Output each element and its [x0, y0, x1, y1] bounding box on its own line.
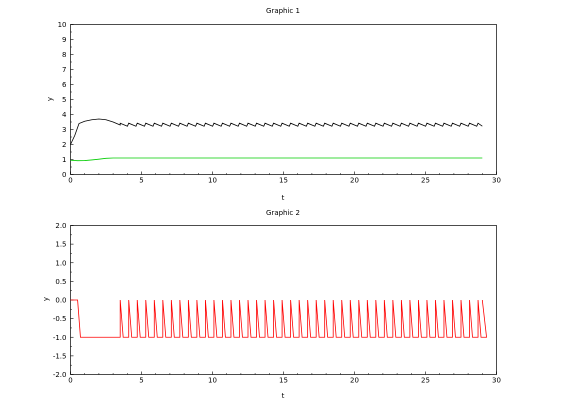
chart-1: Graphic 1 y t 0 5 10 15 20 25 30 0 1 2 3 4 5 6 7 8 9 10 — [46, 7, 501, 202]
chart-2-series — [70, 299, 488, 338]
x-tick-label: 5 — [139, 377, 143, 385]
chart-2-xlabel: t — [282, 392, 285, 400]
chart-1-xlabel: t — [282, 194, 285, 202]
chart-2-ylabel: y — [42, 297, 50, 301]
y-tick-label: -0.5 — [53, 315, 67, 323]
series-line-2 — [70, 157, 483, 162]
y-tick-label: 8 — [62, 51, 66, 59]
y-tick-label: 0.5 — [55, 278, 66, 286]
chart-2-title: Graphic 2 — [266, 209, 300, 217]
y-tick-label: 2.0 — [55, 222, 66, 230]
x-tick-label: 15 — [279, 377, 288, 385]
x-tick-label: 5 — [139, 177, 143, 185]
y-tick-label: 5 — [62, 96, 66, 104]
chart-2-plot-frame — [70, 225, 497, 375]
y-tick-label: 1.5 — [55, 241, 66, 249]
chart-2-axes: 0 5 10 15 20 25 30 -2.0 -1.5 -1.0 -0.5 0.0 0.5 1.0 1.5… — [53, 222, 501, 385]
y-tick-label: 3 — [62, 126, 66, 134]
x-tick-label: 30 — [492, 377, 501, 385]
y-tick-label: 6 — [62, 81, 67, 89]
y-tick-label: 1 — [62, 156, 66, 164]
x-tick-label: 30 — [492, 177, 501, 185]
y-tick-label: -2.0 — [53, 371, 67, 379]
y-tick-label: 2 — [62, 141, 66, 149]
y-tick-label: 0 — [62, 171, 66, 179]
x-tick-label: 0 — [68, 177, 72, 185]
y-tick-label: 9 — [62, 36, 66, 44]
x-tick-label: 20 — [350, 177, 359, 185]
chart-2: Graphic 2 y t 0 5 10 15 20 25 30 -2.0 -1.5 -1.0 -0… — [42, 209, 501, 400]
chart-1-ylabel: y — [46, 97, 54, 101]
y-tick-label: 10 — [58, 21, 67, 29]
y-tick-label: 4 — [62, 111, 67, 119]
chart-1-plot-frame — [70, 24, 497, 175]
x-tick-label: 20 — [350, 377, 359, 385]
x-tick-label: 25 — [421, 377, 430, 385]
y-tick-label: 1.0 — [55, 259, 66, 267]
chart-1-title: Graphic 1 — [266, 7, 300, 15]
x-tick-label: 25 — [421, 177, 430, 185]
chart-1-axes: 0 5 10 15 20 25 30 0 1 2 3 4 5 6 7 8 9 10 — [58, 21, 501, 185]
x-tick-label: 10 — [208, 377, 217, 385]
series-line-1 — [70, 118, 483, 145]
chart-1-series — [70, 118, 483, 162]
y-tick-label: 0.0 — [55, 297, 66, 305]
y-tick-label: -1.5 — [53, 352, 67, 360]
x-tick-label: 10 — [208, 177, 217, 185]
x-tick-label: 0 — [68, 377, 72, 385]
x-tick-label: 15 — [279, 177, 288, 185]
y-tick-label: -1.0 — [53, 334, 67, 342]
y-tick-label: 7 — [62, 66, 66, 74]
series-line-1 — [70, 299, 488, 338]
